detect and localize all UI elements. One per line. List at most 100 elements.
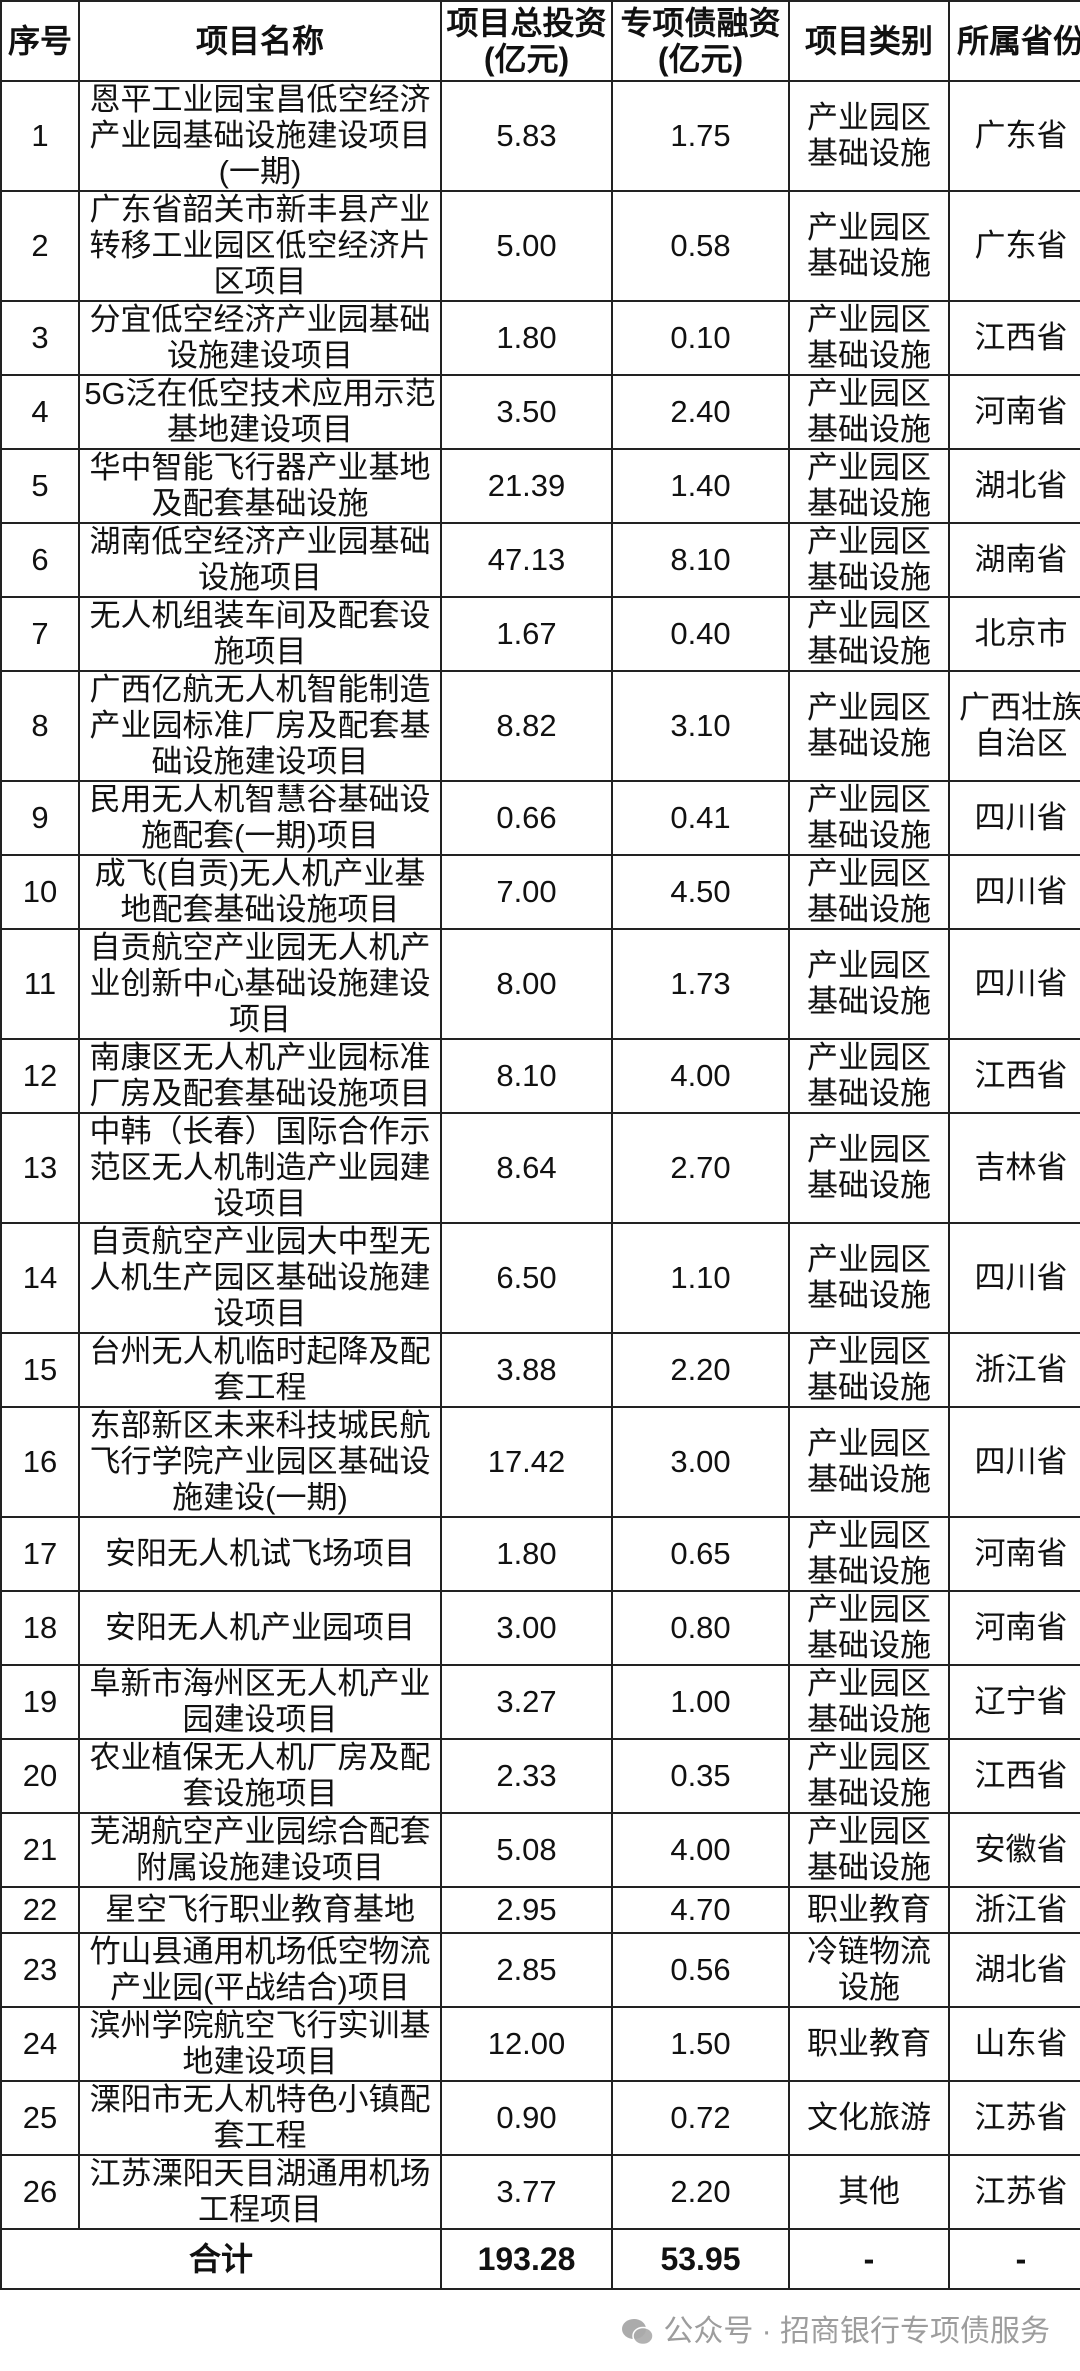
- province: 浙江省: [948, 1332, 1080, 1408]
- province: 湖南省: [948, 522, 1080, 598]
- row-index: 16: [0, 1406, 80, 1518]
- project-name: 广西亿航无人机智能制造产业园标准厂房及配套基础设施建设项目: [78, 670, 442, 782]
- project-name: 台州无人机临时起降及配套工程: [78, 1332, 442, 1408]
- project-name: 东部新区未来科技城民航飞行学院产业园区基础设施建设(一期): [78, 1406, 442, 1518]
- row-index: 11: [0, 928, 80, 1040]
- bond-financing: 2.20: [611, 1332, 790, 1408]
- province: 广东省: [948, 190, 1080, 302]
- bond-financing: 1.73: [611, 928, 790, 1040]
- project-category: 文化旅游: [788, 2080, 950, 2156]
- bond-financing: 0.41: [611, 780, 790, 856]
- table-row: 22 星空飞行职业教育基地 2.95 4.70 职业教育 浙江省: [0, 1886, 1080, 1934]
- total-investment: 3.88: [440, 1332, 613, 1408]
- project-name: 农业植保无人机厂房及配套设施项目: [78, 1738, 442, 1814]
- province: 江苏省: [948, 2154, 1080, 2230]
- project-name: 南康区无人机产业园标准厂房及配套基础设施项目: [78, 1038, 442, 1114]
- project-category: 产业园区基础设施: [788, 1812, 950, 1888]
- header-name: 项目名称: [78, 0, 442, 82]
- row-index: 9: [0, 780, 80, 856]
- total-investment: 1.80: [440, 300, 613, 376]
- total-row: 合计 193.28 53.95- -: [0, 2228, 1080, 2290]
- project-name: 5G泛在低空技术应用示范基地建设项目: [78, 374, 442, 450]
- bond-financing: 3.00: [611, 1406, 790, 1518]
- bond-financing: 1.00: [611, 1664, 790, 1740]
- project-name: 星空飞行职业教育基地: [78, 1886, 442, 1934]
- project-category: 职业教育: [788, 1886, 950, 1934]
- header-index: 序号: [0, 0, 80, 82]
- total-investment: 8.00: [440, 928, 613, 1040]
- bond-financing: 1.75: [611, 80, 790, 192]
- table-row: 9 民用无人机智慧谷基础设施配套(一期)项目 0.66 0.41 产业园区基础设施 四川省: [0, 780, 1080, 856]
- table-row: 16 东部新区未来科技城民航飞行学院产业园区基础设施建设(一期) 17.42 3.00…: [0, 1406, 1080, 1518]
- project-category: 产业园区基础设施: [788, 1738, 950, 1814]
- bond-financing: 2.70: [611, 1112, 790, 1224]
- table-row: 6 湖南低空经济产业园基础设施项目 47.13 8.10 产业园区基础设施 湖南省: [0, 522, 1080, 598]
- bond-financing: 0.56: [611, 1932, 790, 2008]
- project-name: 民用无人机智慧谷基础设施配套(一期)项目: [78, 780, 442, 856]
- project-category: 产业园区基础设施: [788, 928, 950, 1040]
- bond-financing: 0.65: [611, 1516, 790, 1592]
- project-category: 产业园区基础设施: [788, 1038, 950, 1114]
- total-investment: 7.00: [440, 854, 613, 930]
- province: 四川省: [948, 1406, 1080, 1518]
- project-name: 分宜低空经济产业园基础设施建设项目: [78, 300, 442, 376]
- row-index: 6: [0, 522, 80, 598]
- table-row: 17 安阳无人机试飞场项目 1.80 0.65 产业园区基础设施 河南省: [0, 1516, 1080, 1592]
- row-index: 26: [0, 2154, 80, 2230]
- project-category: 产业园区基础设施: [788, 1406, 950, 1518]
- table-row: 21 芜湖航空产业园综合配套附属设施建设项目 5.08 4.00 产业园区基础设施 安徽省: [0, 1812, 1080, 1888]
- header-category: 项目类别: [788, 0, 950, 82]
- project-category: 产业园区基础设施: [788, 1516, 950, 1592]
- row-index: 5: [0, 448, 80, 524]
- total-investment: 3.77: [440, 2154, 613, 2230]
- table-row: 14 自贡航空产业园大中型无人机生产园区基础设施建设项目 6.50 1.10 产业园区基…: [0, 1222, 1080, 1334]
- row-index: 3: [0, 300, 80, 376]
- province: 广东省: [948, 80, 1080, 192]
- total-investment: 8.10: [440, 1038, 613, 1114]
- province: 河南省: [948, 1590, 1080, 1666]
- project-category: 产业园区基础设施: [788, 522, 950, 598]
- row-index: 1: [0, 80, 80, 192]
- bond-financing: 1.50: [611, 2006, 790, 2082]
- province: 安徽省: [948, 1812, 1080, 1888]
- total-investment: 2.95: [440, 1886, 613, 1934]
- total-investment: 8.64: [440, 1112, 613, 1224]
- row-index: 8: [0, 670, 80, 782]
- row-index: 17: [0, 1516, 80, 1592]
- project-category: 产业园区基础设施: [788, 780, 950, 856]
- bond-financing: 0.10: [611, 300, 790, 376]
- bond-financing: 2.20: [611, 2154, 790, 2230]
- table-row: 24 滨州学院航空飞行实训基地建设项目 12.00 1.50 职业教育 山东省: [0, 2006, 1080, 2082]
- table-row: 2 广东省韶关市新丰县产业转移工业园区低空经济片区项目 5.00 0.58 产业园区基础…: [0, 190, 1080, 302]
- row-index: 2: [0, 190, 80, 302]
- total-investment: 3.27: [440, 1664, 613, 1740]
- table-row: 18 安阳无人机产业园项目 3.00 0.80 产业园区基础设施 河南省: [0, 1590, 1080, 1666]
- province: 河南省: [948, 1516, 1080, 1592]
- bond-financing: 0.58: [611, 190, 790, 302]
- province: 四川省: [948, 1222, 1080, 1334]
- project-category: 产业园区基础设施: [788, 300, 950, 376]
- row-index: 14: [0, 1222, 80, 1334]
- table-row: 7 无人机组装车间及配套设施项目 1.67 0.40 产业园区基础设施 北京市: [0, 596, 1080, 672]
- project-name: 安阳无人机试飞场项目: [78, 1516, 442, 1592]
- total-bond: 53.95: [611, 2228, 790, 2290]
- table-row: 10 成飞(自贡)无人机产业基地配套基础设施项目 7.00 4.50 产业园区基础设施四…: [0, 854, 1080, 930]
- total-investment: 5.83: [440, 80, 613, 192]
- row-index: 22: [0, 1886, 80, 1934]
- total-investment: 2.33: [440, 1738, 613, 1814]
- wechat-icon: [622, 2319, 655, 2346]
- bond-financing: 3.10: [611, 670, 790, 782]
- total-investment: 193.28: [440, 2228, 613, 2290]
- watermark-area: 公众号 · 招商银行专项债服务: [0, 2290, 1080, 2370]
- row-index: 18: [0, 1590, 80, 1666]
- project-name: 溧阳市无人机特色小镇配套工程: [78, 2080, 442, 2156]
- province: 四川省: [948, 928, 1080, 1040]
- bond-financing: 4.00: [611, 1812, 790, 1888]
- project-name: 恩平工业园宝昌低空经济产业园基础设施建设项目(一期): [78, 80, 442, 192]
- header-province: 所属省份: [948, 0, 1080, 82]
- header-investment: 项目总投资(亿元): [440, 0, 613, 82]
- project-name: 华中智能飞行器产业基地及配套基础设施: [78, 448, 442, 524]
- table-row: 4 5G泛在低空技术应用示范基地建设项目 3.50 2.40 产业园区基础设施 河南省: [0, 374, 1080, 450]
- project-category: 产业园区基础设施: [788, 854, 950, 930]
- province: 湖北省: [948, 1932, 1080, 2008]
